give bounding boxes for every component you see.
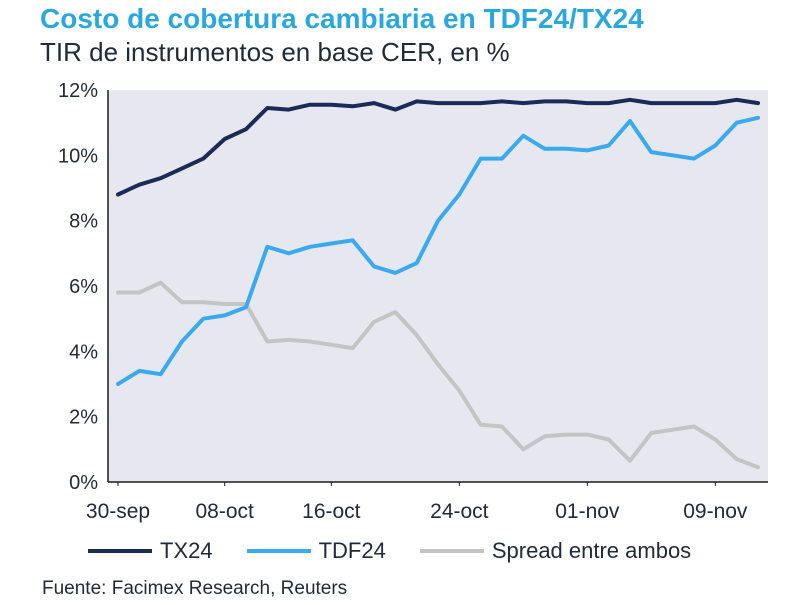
series-line-tx24 — [116, 97, 760, 197]
x-tick-label: 08-oct — [195, 500, 254, 523]
line-chart: 0% 2% 4% 6% 8% 10% 12% 30-sep 08-oct 16-oct 24-oc… — [58, 80, 768, 523]
legend-item-tx24: TX24 — [88, 538, 213, 564]
legend-swatch-tx24 — [88, 549, 152, 553]
y-tick-label: 0% — [69, 472, 98, 494]
y-tick-label: 6% — [69, 276, 98, 298]
legend-swatch-tdf24 — [246, 549, 311, 553]
legend-label-spread: Spread entre ambos — [491, 538, 692, 563]
y-tick-label: 12% — [58, 80, 98, 102]
series-line-spread-entre-ambos — [116, 280, 760, 470]
x-tick-label: 01-nov — [555, 500, 620, 523]
y-tick-label: 4% — [69, 341, 98, 363]
x-tick-label: 24-oct — [430, 500, 489, 523]
source-note: Fuente: Facimex Research, Reuters — [42, 578, 348, 599]
legend-label-tdf24: TDF24 — [318, 538, 386, 563]
legend-label-tx24: TX24 — [160, 538, 213, 563]
y-tick-label: 10% — [58, 145, 98, 167]
plot-area — [108, 90, 768, 482]
x-tick-label: 30-sep — [86, 500, 150, 523]
y-tick-label: 2% — [69, 407, 98, 429]
series-line-tdf24 — [116, 115, 760, 386]
y-tick-label: 8% — [69, 211, 98, 233]
legend-item-spread: Spread entre ambos — [419, 538, 692, 564]
legend-swatch-spread — [419, 549, 484, 553]
legend-item-tdf24: TDF24 — [246, 538, 386, 564]
chart-subtitle: TIR de instrumentos en base CER, en % — [40, 37, 510, 67]
chart-title: Costo de cobertura cambiaria en TDF24/TX… — [40, 3, 644, 34]
x-tick-label: 16-oct — [302, 500, 361, 523]
x-tick-label: 09-nov — [683, 500, 748, 523]
chart-legend: TX24 TDF24 Spread entre ambos — [88, 538, 725, 564]
